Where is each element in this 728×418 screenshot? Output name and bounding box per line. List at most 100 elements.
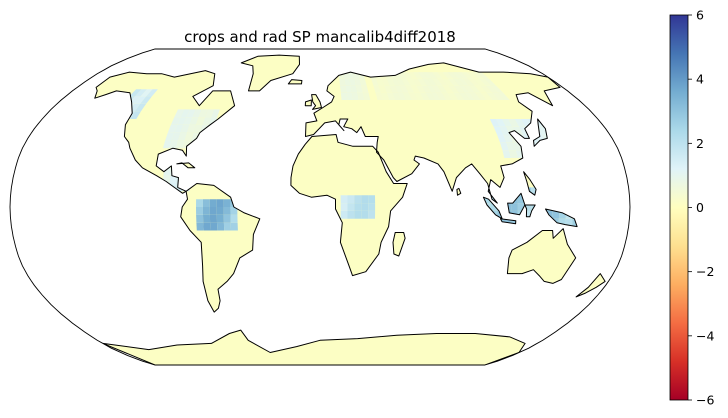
data-cell xyxy=(202,117,212,125)
data-cell xyxy=(384,85,393,93)
data-cell xyxy=(414,92,424,100)
data-cell xyxy=(134,96,147,104)
data-cell xyxy=(514,119,526,127)
data-cell xyxy=(503,210,512,219)
data-cell xyxy=(183,167,192,176)
data-cell xyxy=(361,85,369,93)
data-cell xyxy=(545,195,553,204)
data-cell xyxy=(538,195,546,204)
data-cell xyxy=(422,72,433,79)
coastline xyxy=(524,204,536,218)
data-cell xyxy=(530,218,539,227)
data-cell xyxy=(453,78,465,86)
data-cell xyxy=(522,150,532,158)
data-cell xyxy=(176,140,185,149)
data-cell xyxy=(471,72,484,79)
data-cell xyxy=(162,140,172,149)
coastline xyxy=(240,54,300,92)
data-cell xyxy=(496,187,504,196)
data-cell xyxy=(344,78,351,86)
data-cell xyxy=(544,187,552,196)
data-cell xyxy=(476,72,489,79)
data-cell xyxy=(452,72,464,79)
data-cell xyxy=(400,85,409,93)
data-cell xyxy=(492,92,505,100)
data-cell xyxy=(129,89,142,97)
data-cell xyxy=(538,203,546,211)
data-cell xyxy=(511,203,518,211)
data-cell xyxy=(469,85,481,93)
data-cell xyxy=(442,85,454,93)
data-cell xyxy=(551,187,559,196)
coastline xyxy=(575,273,606,298)
coastline xyxy=(304,99,312,107)
data-cell xyxy=(134,89,147,97)
data-cell xyxy=(408,72,418,79)
coastline xyxy=(102,329,526,365)
data-cell xyxy=(483,210,491,219)
data-cell xyxy=(386,92,395,100)
data-cell xyxy=(356,85,363,93)
data-cell xyxy=(490,85,504,93)
data-cell xyxy=(410,85,420,93)
data-cell xyxy=(348,72,355,79)
data-cell xyxy=(165,132,175,141)
data-cell xyxy=(202,140,211,149)
data-cell xyxy=(203,214,211,223)
data-cell xyxy=(458,78,470,86)
data-cell xyxy=(466,72,479,79)
data-cell xyxy=(368,195,376,204)
data-cell xyxy=(502,150,511,158)
data-cell xyxy=(478,78,491,86)
data-cell xyxy=(499,142,509,151)
data-cell xyxy=(223,222,231,231)
data-cell xyxy=(412,72,423,79)
colorbar-tick-label: 6 xyxy=(696,8,704,23)
data-cell xyxy=(464,92,476,100)
land-fill xyxy=(241,55,300,91)
data-cell xyxy=(417,78,427,86)
data-cell xyxy=(171,132,181,141)
data-cell xyxy=(361,195,369,204)
data-cell xyxy=(359,78,367,86)
data-cell xyxy=(442,92,453,100)
data-cell xyxy=(502,119,513,127)
data-cell xyxy=(486,92,499,100)
data-cell xyxy=(378,85,387,93)
data-cell xyxy=(346,92,354,100)
data-cell xyxy=(340,210,348,219)
data-cell xyxy=(425,92,435,100)
data-cell xyxy=(531,210,539,219)
colorbar-tick-label: 4 xyxy=(696,72,704,87)
data-cell xyxy=(503,187,511,196)
data-cell xyxy=(347,195,355,204)
data-cell xyxy=(216,214,224,223)
data-cell xyxy=(417,72,428,79)
land-fill xyxy=(393,232,406,256)
data-cell xyxy=(453,85,465,93)
data-cell xyxy=(398,72,407,79)
coastline xyxy=(305,62,561,204)
coastline xyxy=(311,94,322,110)
data-cell xyxy=(381,78,390,86)
data-cell xyxy=(524,187,532,196)
data-cell xyxy=(565,195,573,204)
data-cell xyxy=(552,195,560,204)
data-cell xyxy=(545,142,556,151)
data-cell xyxy=(485,85,498,93)
data-cell xyxy=(223,207,231,215)
data-cell xyxy=(203,222,211,231)
data-cell xyxy=(192,109,202,118)
data-cell xyxy=(111,111,123,119)
data-cell xyxy=(447,72,459,79)
data-cell xyxy=(464,85,476,93)
data-cell xyxy=(186,109,196,118)
data-cell xyxy=(354,210,362,219)
coastline xyxy=(533,118,548,147)
data-cell xyxy=(368,203,376,211)
data-cell xyxy=(169,140,179,149)
data-cell xyxy=(210,222,218,231)
data-cell xyxy=(453,92,464,100)
coastline xyxy=(94,70,236,194)
